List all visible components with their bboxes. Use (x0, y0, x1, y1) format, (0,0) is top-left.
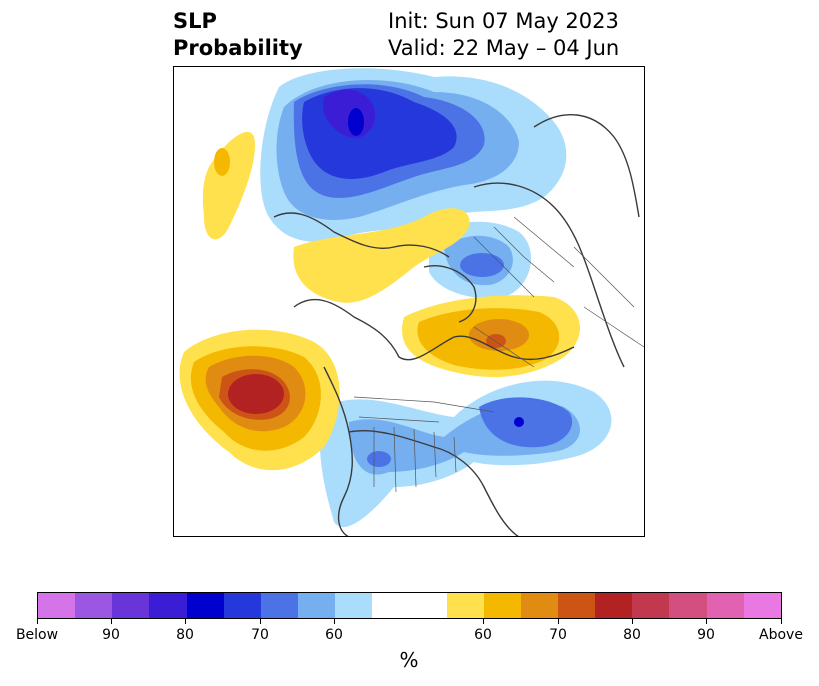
colorbar-swatch (186, 593, 224, 618)
probability-map (173, 66, 645, 537)
colorbar-swatch (297, 593, 336, 618)
colorbar-swatch (75, 593, 113, 618)
colorbar-tickmark (558, 619, 559, 624)
colorbar-swatch (409, 593, 447, 618)
colorbar-swatch (260, 593, 298, 618)
colorbar-tick-label: 90 (697, 627, 715, 643)
map-canvas (174, 68, 644, 536)
colorbar-swatch (557, 593, 596, 618)
colorbar-swatch (669, 593, 707, 618)
below-region-arctic (429, 221, 531, 299)
colorbar-swatch (743, 593, 781, 618)
colorbar-swatch (223, 593, 261, 618)
init-date: Init: Sun 07 May 2023 (388, 9, 619, 33)
above-region-alaska-pac (202, 131, 255, 240)
above-region-pacific (179, 329, 340, 471)
colorbar-tick-label: 60 (474, 627, 492, 643)
map-title: SLP Probability (173, 8, 303, 62)
colorbar-tickmark (483, 619, 484, 624)
above-region-siberia (293, 208, 470, 303)
colorbar-swatch (595, 593, 633, 618)
title-product: Probability (173, 36, 303, 60)
colorbar-swatch (706, 593, 744, 618)
colorbar-tickmark (334, 619, 335, 624)
valid-range: Valid: 22 May – 04 Jun (388, 36, 620, 60)
colorbar-tickmark (781, 619, 782, 624)
colorbar-swatch (335, 593, 373, 618)
white-notch (174, 285, 178, 315)
colorbar-tick-label: 80 (623, 627, 641, 643)
coastlines (273, 113, 640, 536)
colorbar-tickmark (260, 619, 261, 624)
colorbar-swatch (372, 593, 410, 618)
below-region-atlantic (319, 380, 612, 528)
colorbar-tick-label: 80 (176, 627, 194, 643)
colorbar-tickmark (632, 619, 633, 624)
colorbar-tick-label: 90 (102, 627, 120, 643)
colorbar-swatch (149, 593, 187, 618)
colorbar-swatch (112, 593, 150, 618)
colorbar-tick-label: Below (15, 627, 59, 643)
below-region-eurasia (260, 68, 567, 242)
colorbar-tick-label: 70 (251, 627, 269, 643)
colorbar-tickmark (185, 619, 186, 624)
colorbar-tickmark (37, 619, 38, 624)
colorbar-swatch (483, 593, 521, 618)
political-borders (353, 216, 644, 493)
map-dates: Init: Sun 07 May 2023 Valid: 22 May – 04… (388, 8, 619, 62)
colorbar-tick-label: 60 (325, 627, 343, 643)
colorbar (37, 592, 782, 619)
colorbar-swatch (38, 593, 76, 618)
title-variable: SLP (173, 9, 217, 33)
colorbar-units: % (399, 648, 419, 672)
colorbar-tickmark (111, 619, 112, 624)
colorbar-swatch (446, 593, 484, 618)
colorbar-tick-label: Above (759, 627, 803, 643)
colorbar-swatch (632, 593, 670, 618)
colorbar-swatch (520, 593, 558, 618)
above-region-greenland (402, 295, 581, 377)
colorbar-tickmark (706, 619, 707, 624)
colorbar-tick-label: 70 (549, 627, 567, 643)
